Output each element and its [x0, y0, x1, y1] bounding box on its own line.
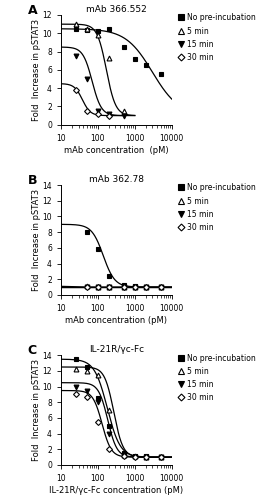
X-axis label: mAb concentration  (pM): mAb concentration (pM)	[64, 146, 169, 154]
Y-axis label: Fold  Increase in pSTAT3: Fold Increase in pSTAT3	[32, 189, 41, 291]
Title: mAb 362.78: mAb 362.78	[89, 176, 144, 184]
Text: C: C	[28, 344, 37, 358]
Title: mAb 366.552: mAb 366.552	[86, 5, 147, 14]
Legend: No pre-incubation, 5 min, 15 min, 30 min: No pre-incubation, 5 min, 15 min, 30 min	[178, 14, 256, 62]
Legend: No pre-incubation, 5 min, 15 min, 30 min: No pre-incubation, 5 min, 15 min, 30 min	[178, 354, 256, 402]
X-axis label: IL-21R/γc-Fc concentration (pM): IL-21R/γc-Fc concentration (pM)	[49, 486, 183, 495]
Title: IL-21R/γc-Fc: IL-21R/γc-Fc	[89, 346, 144, 354]
X-axis label: mAb concentration (pM): mAb concentration (pM)	[65, 316, 167, 324]
Text: A: A	[28, 4, 37, 17]
Text: B: B	[28, 174, 37, 187]
Y-axis label: Fold  Increase in pSTAT3: Fold Increase in pSTAT3	[32, 359, 41, 461]
Y-axis label: Fold  Increase in pSTAT3: Fold Increase in pSTAT3	[32, 19, 41, 121]
Legend: No pre-incubation, 5 min, 15 min, 30 min: No pre-incubation, 5 min, 15 min, 30 min	[178, 184, 256, 232]
